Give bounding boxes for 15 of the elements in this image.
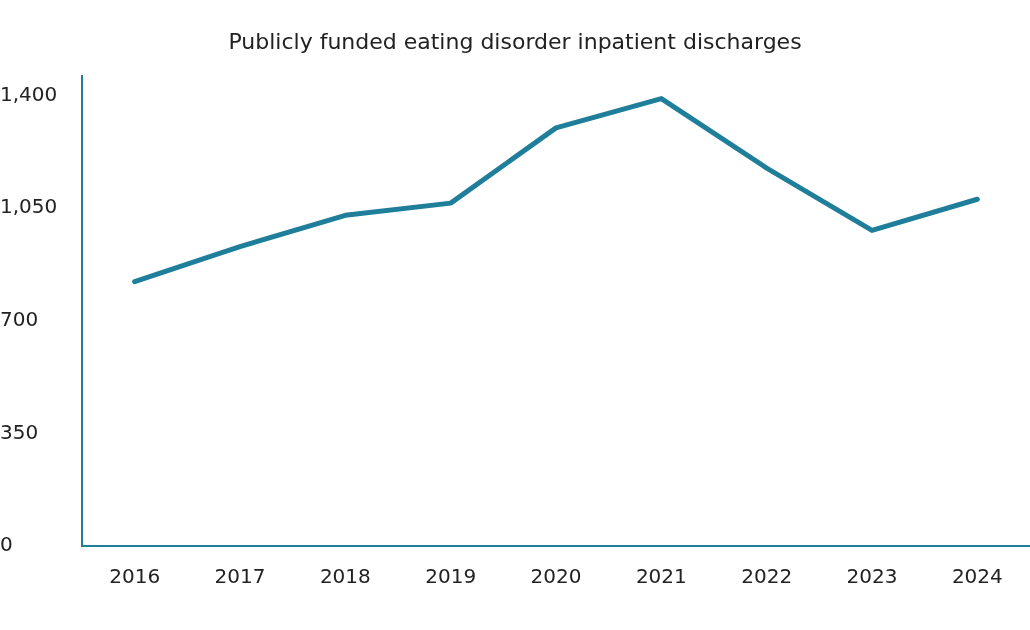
y-tick-label: 350 [0,419,39,444]
x-tick-label: 2017 [214,564,266,589]
x-tick-label: 2016 [109,564,161,589]
y-tick-label: 700 [0,307,39,332]
y-tick-label: 1,050 [0,194,58,219]
x-tick-label: 2021 [635,564,687,589]
x-tick-label: 2020 [530,564,582,589]
x-tick-label: 2019 [425,564,477,589]
y-tick-label: 0 [0,532,13,557]
x-tick-label: 2023 [846,564,898,589]
y-tick-label: 1,400 [0,81,58,106]
x-tick-label: 2024 [951,564,1003,589]
chart-title: Publicly funded eating disorder inpatient discharges [228,28,802,54]
x-tick-label: 2022 [741,564,793,589]
x-tick-label: 2018 [319,564,371,589]
